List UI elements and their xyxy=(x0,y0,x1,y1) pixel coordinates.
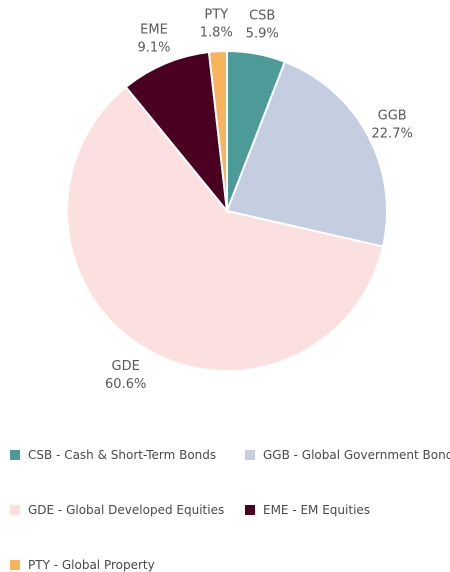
slice-label-pct-ggb: 22.7% xyxy=(372,126,413,141)
legend-swatch-gde xyxy=(10,505,20,515)
slice-label-pct-csb: 5.9% xyxy=(246,26,279,41)
pie-slice-gde[interactable] xyxy=(66,85,385,372)
legend-item-pty[interactable]: PTY - Global Property xyxy=(10,558,155,572)
legend-swatch-pty xyxy=(10,560,20,570)
slice-label-code-gde: GDE xyxy=(112,359,140,374)
legend-item-eme[interactable]: EME - EM Equities xyxy=(245,503,370,517)
legend-item-gde[interactable]: GDE - Global Developed Equities xyxy=(10,503,224,517)
legend-label-csb: CSB - Cash & Short-Term Bonds xyxy=(28,448,217,462)
slice-label-code-ggb: GGB xyxy=(378,108,407,123)
slice-label-pct-eme: 9.1% xyxy=(137,41,170,56)
legend-swatch-eme xyxy=(245,505,255,515)
slice-label-code-pty: PTY xyxy=(204,7,228,22)
pie-slice-pty[interactable] xyxy=(207,49,228,212)
legend-swatch-ggb xyxy=(245,450,255,460)
pie-chart: CSB 5.9% GGB 22.7% GDE 60.6% EME 9.1% PTY 1.8% xyxy=(66,7,413,392)
legend-item-ggb[interactable]: GGB - Global Government Bonds xyxy=(245,448,450,462)
legend-swatch-csb xyxy=(10,450,20,460)
slice-label-code-csb: CSB xyxy=(249,8,275,23)
legend-item-csb[interactable]: CSB - Cash & Short-Term Bonds xyxy=(10,448,216,462)
legend-label-ggb: GGB - Global Government Bonds xyxy=(263,448,450,462)
slice-label-pct-gde: 60.6% xyxy=(105,377,146,392)
slice-label-code-eme: EME xyxy=(140,23,168,38)
slice-label-pct-pty: 1.8% xyxy=(200,25,233,40)
legend-label-pty: PTY - Global Property xyxy=(28,558,155,572)
legend-label-gde: GDE - Global Developed Equities xyxy=(28,503,225,517)
pie-slice-ggb[interactable] xyxy=(225,60,388,248)
pie-slice-eme[interactable] xyxy=(124,50,229,215)
legend-label-eme: EME - EM Equities xyxy=(263,503,371,517)
